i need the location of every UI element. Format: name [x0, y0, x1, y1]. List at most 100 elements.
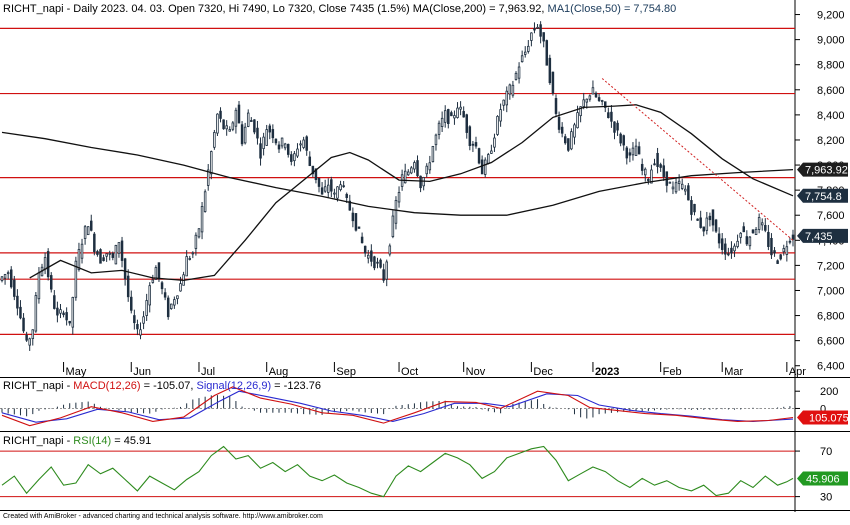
candle-body [385, 261, 388, 280]
price-tick-label: 9,000 [817, 35, 845, 47]
candle-body [677, 180, 681, 184]
candle-body [142, 316, 145, 324]
candle-body [465, 114, 468, 133]
candle-body [9, 269, 13, 288]
candle-body [114, 245, 118, 265]
candle-body [628, 152, 632, 156]
candle-body [93, 233, 96, 253]
candle-body [271, 129, 275, 139]
candle-body [730, 247, 733, 254]
candle-body [468, 126, 472, 146]
candle-body [557, 116, 561, 130]
month-label: Oct [401, 366, 418, 378]
candle-body [517, 66, 521, 79]
candle-body [25, 334, 28, 341]
candle-body [785, 246, 789, 255]
candle-body [308, 156, 312, 166]
candle-body [499, 109, 502, 122]
candle-body [280, 137, 284, 147]
month-label: Mar [724, 366, 743, 378]
candle-body [16, 295, 19, 309]
candle-body [102, 257, 105, 262]
candle-body [333, 192, 336, 195]
candle-body [56, 307, 59, 316]
candle-body [157, 262, 161, 280]
candle-body [3, 274, 7, 279]
candlesticks [0, 21, 795, 351]
candle-body [246, 112, 250, 127]
candle-body [290, 154, 293, 162]
candle-body [560, 126, 564, 134]
rsi-badge: 45.906 [797, 471, 848, 486]
candle-body [727, 253, 730, 256]
candle-body [539, 24, 542, 37]
candle-body [416, 160, 419, 177]
price-tick-label: 8,400 [817, 110, 845, 122]
candle-body [619, 133, 622, 144]
candle-body [370, 250, 373, 262]
candle-body [376, 261, 379, 264]
candle-body [31, 329, 35, 339]
candle-body [222, 119, 225, 130]
candle-body [523, 51, 527, 55]
candle-body [413, 162, 416, 170]
rsi-tick-label: 70 [820, 446, 832, 458]
candle-body [474, 142, 478, 147]
candle-body [616, 122, 619, 131]
candle-body [760, 222, 764, 226]
candle-body [206, 169, 210, 186]
candle-body [717, 233, 721, 244]
month-label: Aug [269, 366, 289, 378]
candle-body [0, 276, 4, 281]
candle-body [770, 237, 773, 256]
candle-body [644, 168, 647, 176]
candle-body [767, 231, 770, 247]
candle-body [197, 228, 201, 238]
candle-body [111, 253, 115, 258]
candle-body [720, 238, 724, 250]
candle-body [210, 151, 213, 175]
footer-credit: Created with AmiBroker - advanced charti… [3, 513, 323, 520]
candle-body [607, 112, 610, 119]
trendline [601, 78, 794, 241]
candle-body [748, 236, 752, 247]
rsi-tick-label: 30 [820, 492, 832, 504]
candle-body [148, 285, 151, 306]
candle-body [283, 143, 287, 149]
candle-body [194, 234, 198, 249]
candle-body [188, 258, 191, 260]
candle-body [511, 84, 515, 96]
price-tick-label: 8,800 [817, 60, 845, 72]
price-tick-label: 7,200 [817, 260, 845, 272]
candle-body [690, 200, 693, 215]
candle-body [339, 184, 342, 191]
candle-body [687, 185, 690, 201]
price-tick-label: 6,400 [817, 361, 845, 373]
candle-body [480, 159, 484, 175]
candle-body [80, 243, 84, 259]
candle-body [348, 200, 352, 211]
candle-body [216, 113, 219, 134]
candle-body [696, 218, 699, 221]
candle-body [570, 131, 573, 150]
candle-body [77, 249, 81, 271]
candle-body [514, 72, 518, 80]
candle-body [151, 279, 155, 283]
signal-line [1, 390, 794, 423]
candle-body [317, 177, 321, 187]
candle-body [345, 193, 348, 199]
candle-body [447, 109, 450, 125]
candle-body [237, 104, 241, 124]
candle-body [108, 252, 111, 255]
candle-body [579, 106, 582, 117]
candle-body [62, 312, 65, 316]
candle-body [320, 187, 324, 195]
candle-body [185, 256, 188, 277]
candle-body [117, 242, 121, 254]
candle-body [305, 136, 308, 151]
candle-body [367, 254, 370, 259]
candle-body [653, 163, 656, 166]
candle-body [277, 144, 281, 150]
candle-body [256, 127, 259, 139]
